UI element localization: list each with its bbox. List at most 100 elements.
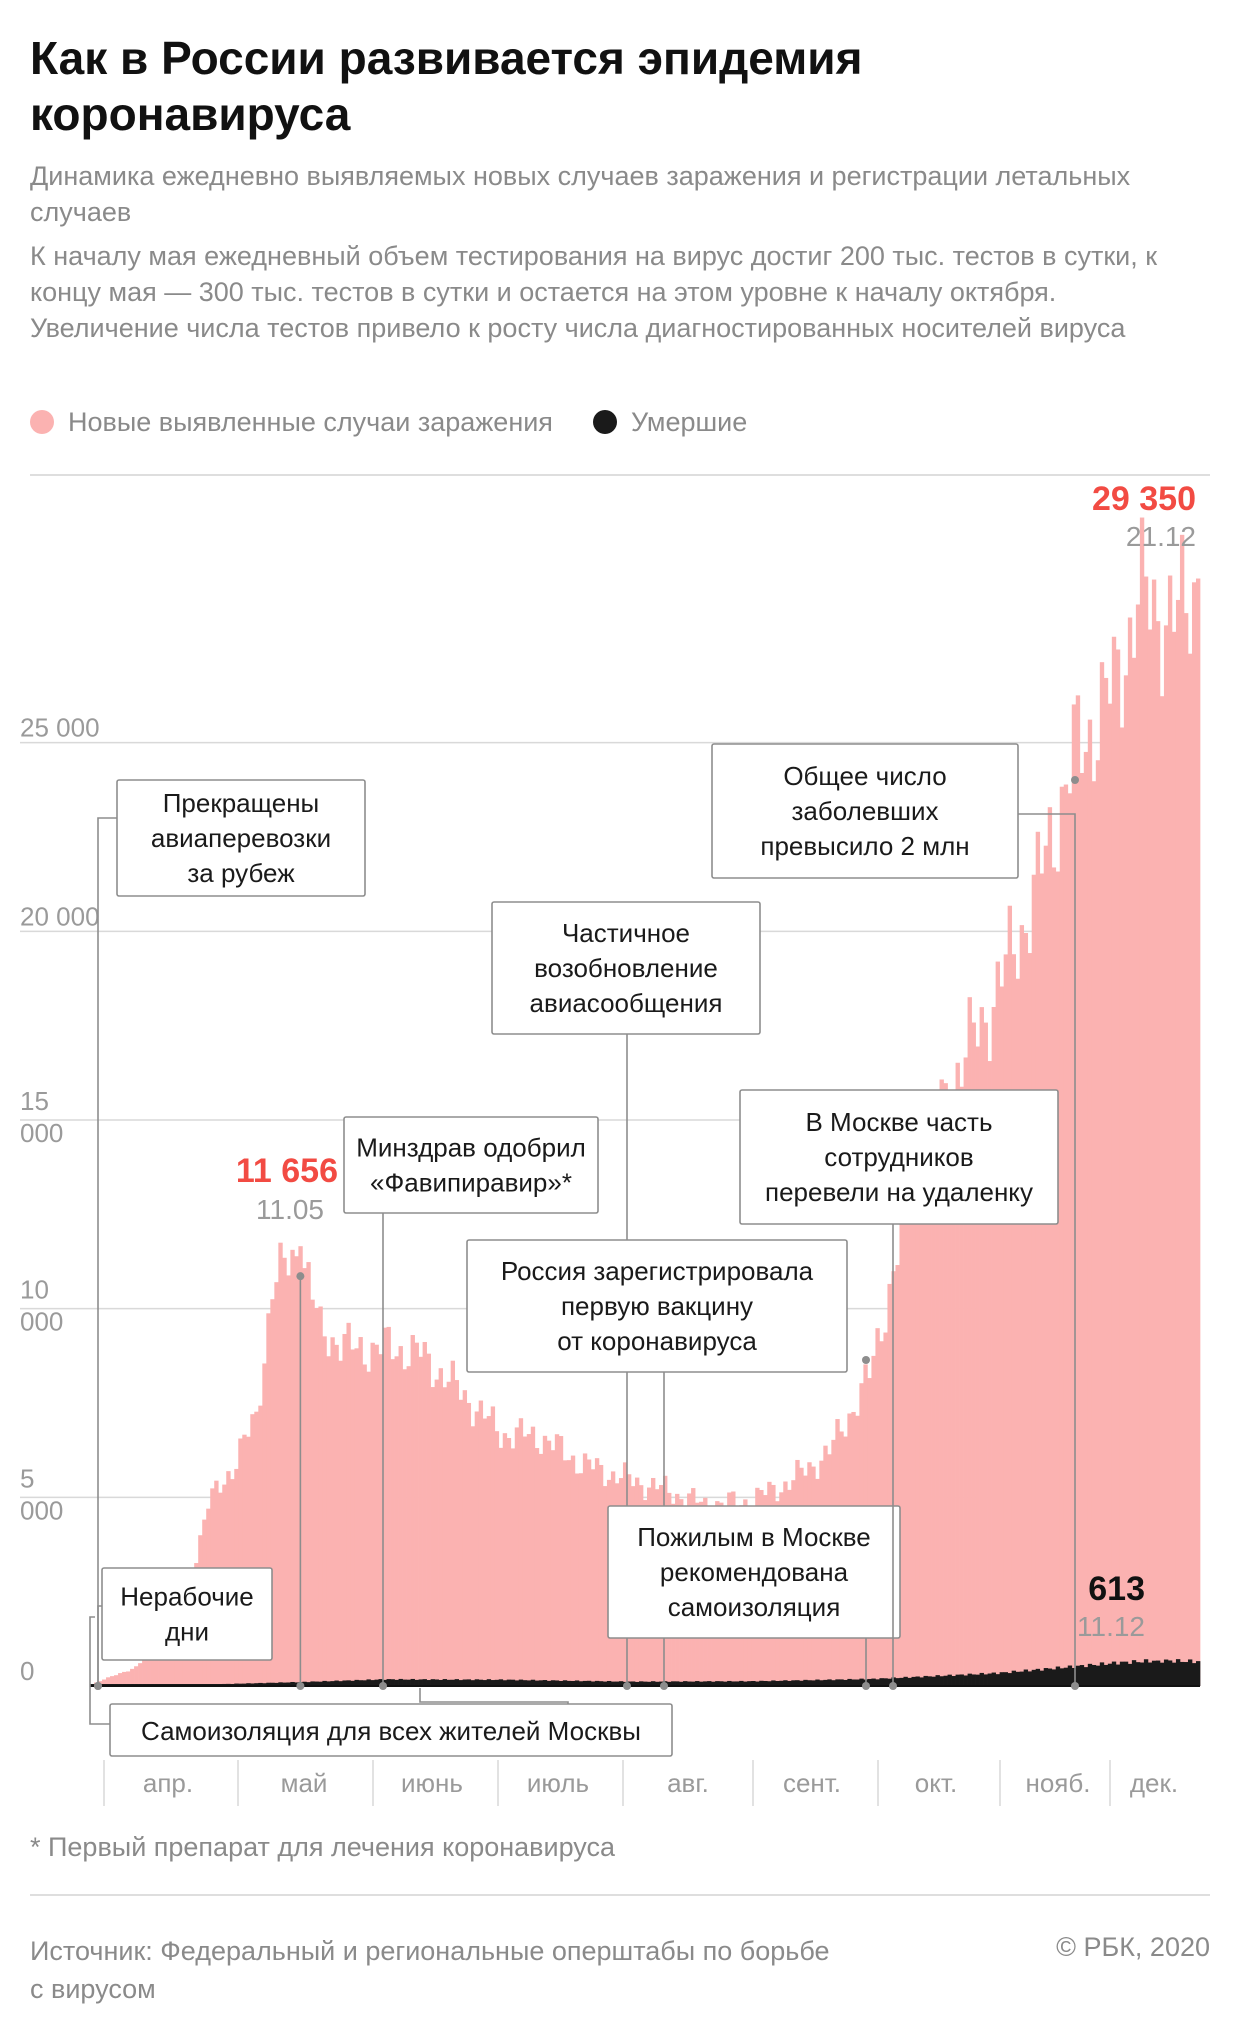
- case-bar: [1063, 784, 1069, 1686]
- legend-label-cases: Новые выявленные случаи заражения: [68, 406, 553, 437]
- case-bar: [390, 1359, 395, 1686]
- death-bar: [963, 1675, 968, 1686]
- death-bar: [715, 1681, 720, 1686]
- case-bar: [394, 1356, 399, 1686]
- death-bar: [570, 1680, 576, 1686]
- case-bar: [987, 1061, 992, 1686]
- event-label-workdays: Нерабочие: [120, 1582, 253, 1612]
- death-bar: [907, 1677, 912, 1686]
- footnote: * Первый препарат для лечения коронавиру…: [30, 1832, 616, 1862]
- death-bar: [915, 1676, 920, 1686]
- month-label-3: июль: [527, 1768, 589, 1798]
- case-bar: [398, 1346, 403, 1686]
- case-bar: [550, 1450, 556, 1686]
- case-bar: [150, 1651, 155, 1686]
- death-bar: [642, 1681, 648, 1686]
- death-bar: [1123, 1661, 1129, 1686]
- month-label-8: дек.: [1130, 1768, 1178, 1798]
- case-bar: [582, 1453, 588, 1686]
- case-bar: [887, 1283, 892, 1686]
- death-bar: [238, 1683, 243, 1686]
- death-bar: [935, 1675, 940, 1686]
- death-bar: [534, 1680, 540, 1686]
- event-label-vaccine: от коронавируса: [557, 1326, 757, 1356]
- case-bar: [442, 1387, 447, 1686]
- case-bar: [422, 1341, 427, 1686]
- death-bar: [346, 1680, 351, 1686]
- case-bar: [270, 1299, 275, 1686]
- case-bar: [1111, 636, 1117, 1686]
- death-bar: [1119, 1661, 1125, 1686]
- case-bar: [430, 1387, 435, 1686]
- death-bar: [923, 1675, 928, 1686]
- death-bar: [322, 1680, 327, 1686]
- death-bar: [951, 1676, 956, 1686]
- death-bar: [1127, 1663, 1133, 1686]
- death-bar: [514, 1680, 520, 1686]
- case-bar: [250, 1414, 255, 1686]
- death-bar: [955, 1674, 960, 1686]
- case-bar: [1015, 978, 1021, 1686]
- case-bar: [498, 1447, 504, 1686]
- death-bar: [763, 1680, 768, 1686]
- case-bar: [943, 1083, 948, 1686]
- death-bar: [618, 1681, 624, 1686]
- death-bar: [879, 1678, 884, 1686]
- case-bar: [959, 1086, 964, 1686]
- case-bar: [538, 1453, 544, 1686]
- death-bar: [795, 1680, 800, 1686]
- death-bar: [482, 1680, 488, 1686]
- case-bar: [302, 1268, 307, 1686]
- case-bar: [534, 1448, 540, 1686]
- death-bar: [767, 1681, 772, 1686]
- event-dot-flights_resume: [623, 1682, 631, 1690]
- case-bar: [999, 986, 1004, 1686]
- case-bar: [1059, 786, 1065, 1686]
- case-bar: [1131, 657, 1137, 1686]
- case-bar: [370, 1342, 375, 1686]
- death-bar: [1071, 1667, 1077, 1686]
- event-label-favipiravir: Минздрав одобрил: [356, 1133, 586, 1163]
- death-bar: [775, 1681, 780, 1686]
- event-label-flights_resume: возобновление: [534, 953, 718, 983]
- case-bar: [995, 961, 1000, 1686]
- death-bar: [414, 1679, 419, 1686]
- death-bar: [1007, 1673, 1013, 1686]
- case-bar: [598, 1464, 604, 1686]
- case-bar: [1103, 677, 1109, 1686]
- case-bar: [566, 1460, 572, 1686]
- death-bar: [1035, 1668, 1041, 1686]
- death-bar: [354, 1679, 359, 1686]
- death-bar: [1051, 1669, 1057, 1686]
- legend-swatch-deaths: [592, 410, 617, 434]
- case-bar: [326, 1356, 331, 1686]
- death-bar: [667, 1681, 672, 1686]
- y-tick-label-5000: 000: [20, 1495, 63, 1525]
- case-bar: [482, 1418, 488, 1686]
- death-bar: [454, 1679, 460, 1686]
- event-label-twomillion: заболевших: [792, 796, 939, 826]
- month-label-2: июнь: [401, 1768, 463, 1798]
- death-bar: [366, 1679, 371, 1686]
- case-bar: [546, 1440, 552, 1686]
- death-bar: [843, 1679, 848, 1686]
- top-divider: [30, 474, 1210, 476]
- case-bar: [106, 1677, 111, 1686]
- case-bar: [1123, 675, 1129, 1686]
- event-label-flights_resume: Частичное: [562, 918, 690, 948]
- death-bar: [751, 1681, 756, 1686]
- case-bar: [310, 1299, 315, 1686]
- y-tick-label-25000: 25 000: [20, 713, 100, 743]
- case-bar: [466, 1402, 472, 1686]
- death-bar: [1147, 1662, 1153, 1686]
- event-label-favipiravir: «Фавипиравир»*: [370, 1168, 572, 1198]
- death-bar: [679, 1681, 684, 1686]
- case-bar: [350, 1349, 355, 1686]
- case-bar: [931, 1117, 936, 1686]
- death-bar: [971, 1674, 976, 1686]
- death-bar: [546, 1680, 552, 1686]
- case-bar: [1159, 696, 1165, 1686]
- event-label-twomillion: Общее число: [783, 761, 946, 791]
- case-bar: [162, 1636, 167, 1686]
- death-bar: [542, 1680, 548, 1686]
